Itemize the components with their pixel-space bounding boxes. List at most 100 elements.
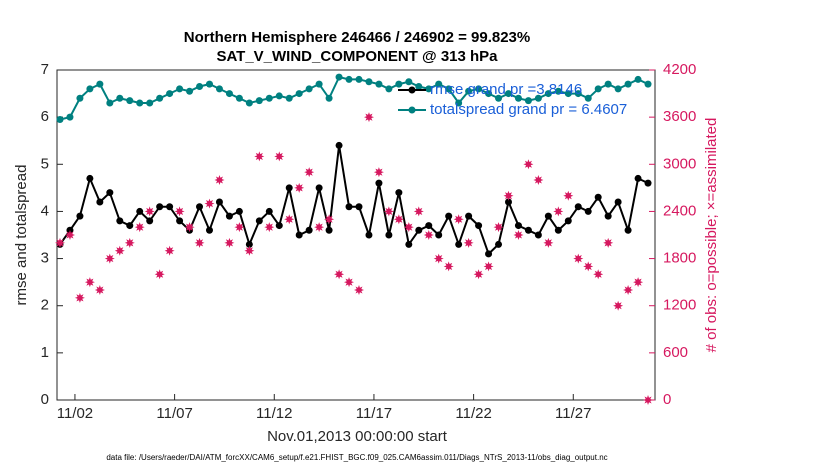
point [245,240,253,248]
plot-area [56,69,656,401]
point [405,78,413,86]
point [335,73,343,81]
point [284,214,295,225]
point [564,217,572,225]
point [274,151,285,162]
point [475,222,483,230]
y-tick-label: 6 [41,108,49,125]
point [94,285,105,295]
point [106,99,114,107]
point [166,203,174,211]
point [235,207,243,215]
point [84,277,95,288]
point [176,217,184,225]
point [534,231,542,239]
y2-tick-label: 1800 [663,250,696,267]
point [126,222,134,230]
point [425,85,433,93]
point [604,212,612,220]
point [463,237,474,248]
point [255,217,263,225]
point [255,97,263,105]
point [473,269,484,280]
point [393,214,404,225]
point [574,203,582,211]
point [433,253,444,264]
point [405,240,413,248]
point [614,85,622,93]
point [453,214,464,225]
point [544,212,552,220]
point [214,175,225,185]
point [116,94,124,102]
point [56,116,64,123]
point [196,203,204,211]
point [285,184,293,192]
point [186,87,194,95]
point [455,240,463,248]
point [613,300,624,311]
point [325,94,333,102]
point [375,179,383,187]
point [373,167,384,178]
point [365,78,373,86]
y-axis-label: rmse and totalspread [13,165,30,306]
point [174,206,185,217]
chart-title: Northern Hemisphere 246466 / 246902 = 99… [184,29,530,46]
point [415,83,423,90]
point [584,94,592,102]
point [164,245,175,256]
point [235,94,243,102]
point [176,85,184,93]
point [225,90,233,98]
point [633,277,644,288]
point [533,175,544,185]
point [304,167,315,178]
point [455,99,463,107]
point [254,151,265,162]
point [425,222,433,230]
legend-marker [408,86,416,94]
point [305,85,313,93]
point [435,231,443,239]
point [643,395,653,405]
point [295,90,303,98]
y2-tick-label: 600 [663,344,688,361]
point [265,207,273,215]
point [574,90,582,98]
point [534,94,542,102]
point [445,85,453,93]
y-tick-label: 4 [41,202,49,219]
point [495,94,503,102]
legend-label: rmse grand pr =3.8146 [430,81,582,98]
point [245,99,253,107]
x-axis-label: Nov.01,2013 00:00:00 start [267,428,448,445]
point [435,80,443,88]
point [344,277,354,288]
y-tick-label: 3 [41,250,49,267]
point [96,80,104,88]
point [465,87,473,95]
point [593,269,604,280]
point [354,285,364,295]
point [413,206,424,217]
point [86,174,94,182]
point [294,182,305,193]
point [355,203,363,211]
point [234,222,245,233]
point [324,214,335,225]
point [514,94,522,102]
point [485,250,493,258]
y2-tick-label: 3600 [663,108,696,125]
point [543,237,554,248]
point [86,85,94,93]
chart-subtitle: SAT_V_WIND_COMPONENT @ 313 hPa [216,48,498,65]
point [355,75,363,83]
point [624,226,632,234]
point [504,90,512,98]
point [345,75,353,83]
y2-tick-label: 3000 [663,155,696,172]
point [395,80,403,88]
series-line [59,145,649,256]
